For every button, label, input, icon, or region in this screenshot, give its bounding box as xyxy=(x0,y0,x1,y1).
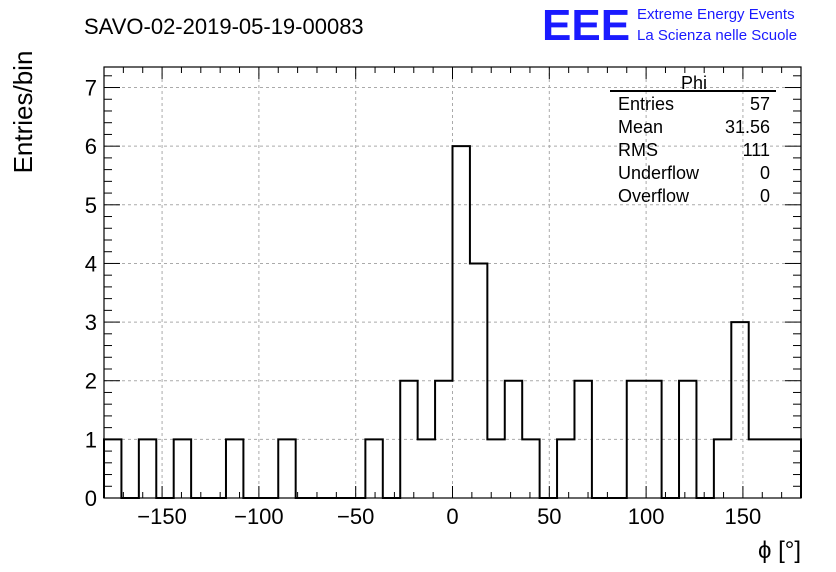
y-tick-label: 5 xyxy=(85,193,97,218)
stats-label: Overflow xyxy=(618,186,690,206)
y-tick-label: 1 xyxy=(85,427,97,452)
x-axis-label: ϕ [°] xyxy=(758,537,801,564)
stats-box-name: Phi xyxy=(681,73,707,93)
stats-box: Phi Entries 57 Mean 31.56 RMS 111 Underflow 0 Ov… xyxy=(610,73,776,206)
stats-value: 111 xyxy=(743,140,770,160)
x-axis: −150 −100 −50 0 50 100 150 xyxy=(103,67,802,529)
stats-value: 0 xyxy=(760,186,770,206)
stats-value: 31.56 xyxy=(725,117,770,137)
eee-logo-letters: EEE xyxy=(542,1,630,50)
stats-label: Mean xyxy=(618,117,663,137)
eee-logo: EEE Extreme Energy Events La Scienza nel… xyxy=(542,1,797,50)
stats-value: 0 xyxy=(760,163,770,183)
x-tick-label: −150 xyxy=(137,504,187,529)
x-tick-label: 150 xyxy=(725,504,762,529)
y-tick-label: 7 xyxy=(85,76,97,101)
stats-label: Underflow xyxy=(618,163,700,183)
x-tick-label: 0 xyxy=(446,504,458,529)
logo-line-2: La Scienza nelle Scuole xyxy=(637,27,797,44)
logo-line-1: Extreme Energy Events xyxy=(637,6,795,23)
stats-label: Entries xyxy=(618,94,674,114)
y-tick-label: 2 xyxy=(85,369,97,394)
x-tick-label: 50 xyxy=(537,504,561,529)
stats-value: 57 xyxy=(750,94,770,114)
y-axis: 0 1 2 3 4 5 6 7 xyxy=(85,75,801,511)
y-axis-label: Entries/bin xyxy=(8,51,38,174)
x-tick-label: −100 xyxy=(234,504,284,529)
stats-label: RMS xyxy=(618,140,658,160)
y-tick-label: 6 xyxy=(85,134,97,159)
x-tick-label: −50 xyxy=(337,504,374,529)
x-tick-label: 100 xyxy=(628,504,665,529)
chart-title: SAVO-02-2019-05-19-00083 xyxy=(84,14,364,39)
y-tick-label: 4 xyxy=(85,251,97,276)
y-tick-label: 0 xyxy=(85,486,97,511)
y-tick-label: 3 xyxy=(85,310,97,335)
